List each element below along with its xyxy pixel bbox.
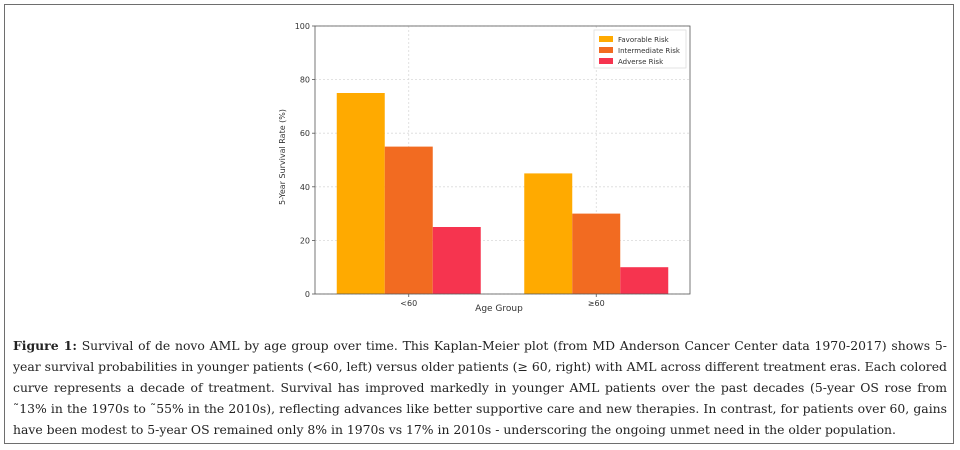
bar-chart: 0 20 40 60 80 100 <60 ≥60 5-Year Survival Rate … (278, 22, 691, 314)
y-axis-label: 5-Year Survival Rate (%) (278, 109, 287, 205)
bar (384, 146, 433, 294)
y-tick-label: 100 (295, 22, 310, 31)
legend-swatch (599, 58, 613, 64)
legend-label: Intermediate Risk (618, 47, 681, 55)
x-axis-label: Age Group (475, 304, 523, 314)
bar (524, 173, 573, 294)
figure-frame: 0 20 40 60 80 100 <60 ≥60 5-Year Survival Rate … (4, 4, 954, 444)
caption-text: Survival of de novo AML by age group ove… (13, 338, 947, 437)
caption-label: Figure 1: (13, 338, 77, 353)
x-tick-label: ≥60 (588, 299, 605, 308)
legend-label: Favorable Risk (618, 36, 670, 44)
bar (432, 227, 481, 294)
bar (336, 93, 385, 294)
chart-area: 0 20 40 60 80 100 <60 ≥60 5-Year Survival Rate … (5, 5, 955, 325)
legend: Favorable Risk Intermediate Risk Adverse R… (593, 29, 687, 69)
legend-swatch (599, 36, 613, 42)
legend-label: Adverse Risk (618, 58, 664, 66)
bar (572, 213, 621, 294)
figure-caption: Figure 1: Survival of de novo AML by age… (13, 335, 947, 440)
bar-layer (336, 93, 669, 294)
x-tick-label: <60 (400, 299, 417, 308)
plot-frame (314, 25, 691, 295)
bar (620, 267, 669, 294)
y-tick-label: 80 (300, 76, 310, 85)
legend-swatch (599, 47, 613, 53)
y-tick-label: 40 (300, 183, 310, 192)
axis-layer: 0 20 40 60 80 100 <60 ≥60 (295, 22, 691, 308)
y-tick-label: 0 (305, 290, 310, 299)
y-tick-label: 60 (300, 129, 310, 138)
y-tick-label: 20 (300, 236, 310, 245)
